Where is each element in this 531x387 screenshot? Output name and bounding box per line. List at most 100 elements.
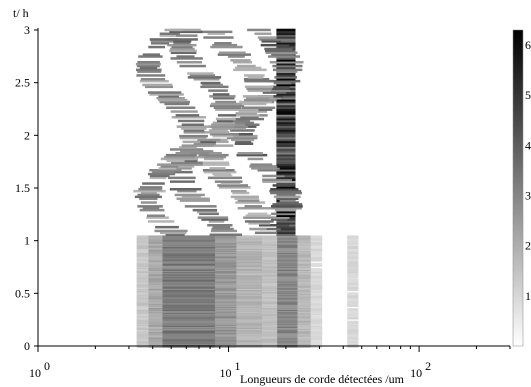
- heat-cell: [347, 326, 359, 329]
- heat-cell: [310, 248, 323, 251]
- heat-cell: [233, 61, 252, 64]
- heat-cell: [235, 140, 252, 144]
- heat-cell: [276, 28, 296, 32]
- heat-cell: [276, 40, 296, 43]
- heat-cell: [276, 152, 296, 155]
- heat-cell: [277, 235, 298, 239]
- heat-cell: [170, 110, 198, 113]
- heat-cell: [276, 129, 296, 132]
- heat-cell: [264, 47, 293, 51]
- colorbar-tick-label: 6: [525, 38, 531, 52]
- heat-cell: [142, 53, 160, 56]
- heat-cell: [192, 144, 214, 147]
- heat-cell: [136, 64, 160, 68]
- heat-cell: [200, 161, 229, 164]
- heat-cell: [203, 36, 234, 39]
- heat-cell: [276, 102, 296, 106]
- heat-cell: [276, 112, 296, 115]
- heat-cell: [167, 38, 198, 41]
- heat-cell: [169, 49, 197, 53]
- heat-cell: [213, 106, 241, 109]
- heat-cell: [347, 269, 359, 273]
- heat-cell: [207, 224, 233, 227]
- heat-cell: [259, 224, 290, 227]
- heat-cell: [276, 30, 296, 34]
- heat-cell: [160, 165, 179, 168]
- heat-cell: [230, 59, 251, 62]
- heat-cell: [149, 174, 170, 178]
- heat-cell: [211, 127, 229, 130]
- x-tick-exponent: 1: [235, 359, 241, 373]
- heat-cell: [247, 212, 268, 216]
- heat-cell: [259, 227, 281, 231]
- heat-cell: [177, 119, 205, 123]
- heatmap-cells: [133, 28, 359, 348]
- heat-cell: [149, 38, 178, 41]
- heat-cell: [197, 140, 216, 144]
- heat-cell: [276, 140, 296, 144]
- heat-cell: [265, 49, 295, 53]
- heat-cell: [202, 169, 235, 172]
- heat-cell: [159, 100, 190, 104]
- heat-cell: [231, 117, 264, 121]
- heat-cell: [267, 79, 301, 83]
- heat-cell: [229, 114, 260, 117]
- heat-cell: [241, 106, 276, 109]
- heat-cell: [262, 180, 296, 183]
- heat-cell: [159, 34, 176, 37]
- heat-cell: [310, 335, 323, 339]
- heat-cell: [276, 193, 296, 197]
- heat-cell: [138, 188, 163, 191]
- heat-cell: [276, 214, 296, 217]
- heat-cell: [147, 214, 165, 217]
- heat-cell: [347, 267, 359, 270]
- colorbar-bar: [512, 29, 524, 347]
- heat-cell: [261, 89, 292, 92]
- heat-cell: [209, 167, 226, 170]
- heat-cell: [164, 102, 190, 106]
- heat-cell: [147, 91, 182, 94]
- heat-cell: [347, 245, 359, 249]
- heat-cell: [276, 97, 296, 100]
- y-tick-label: 2: [24, 128, 30, 142]
- heat-cell: [166, 106, 196, 109]
- heat-cell: [239, 100, 272, 104]
- heat-cell: [276, 144, 296, 147]
- heat-cell: [201, 155, 226, 159]
- heat-cell: [276, 161, 296, 164]
- heat-cell: [165, 233, 185, 236]
- x-tick-exponent: 2: [425, 359, 431, 373]
- heat-cell: [235, 201, 266, 204]
- heat-cell: [237, 121, 254, 125]
- heat-cell: [212, 93, 230, 96]
- heat-cell: [310, 235, 323, 239]
- x-axis-label: Longueurs de corde détectées /um: [240, 372, 405, 386]
- heat-cell: [150, 40, 174, 43]
- heat-cell: [201, 218, 229, 221]
- heat-cell: [178, 159, 198, 163]
- heat-cell: [276, 125, 296, 128]
- heat-cell: [257, 169, 278, 172]
- heat-cell: [209, 104, 245, 108]
- y-tick-label: 1.5: [15, 181, 30, 195]
- heat-cell: [347, 292, 359, 296]
- heat-cell: [139, 66, 158, 70]
- heat-cell: [242, 102, 267, 106]
- heat-cell: [247, 76, 264, 79]
- heat-cell: [231, 189, 247, 193]
- heat-cell: [140, 186, 163, 189]
- heat-cell: [271, 212, 296, 216]
- heat-cell: [276, 146, 296, 149]
- heat-cell: [269, 85, 290, 89]
- heat-cell: [133, 189, 166, 193]
- heat-cell: [276, 172, 296, 176]
- heat-cell: [246, 97, 269, 100]
- heat-cell: [165, 153, 197, 157]
- heat-cell: [209, 95, 236, 98]
- heat-cell: [276, 138, 296, 142]
- heat-cell: [297, 235, 311, 239]
- heat-cell: [347, 320, 359, 324]
- heat-cell: [271, 53, 295, 56]
- heat-cell: [276, 233, 296, 236]
